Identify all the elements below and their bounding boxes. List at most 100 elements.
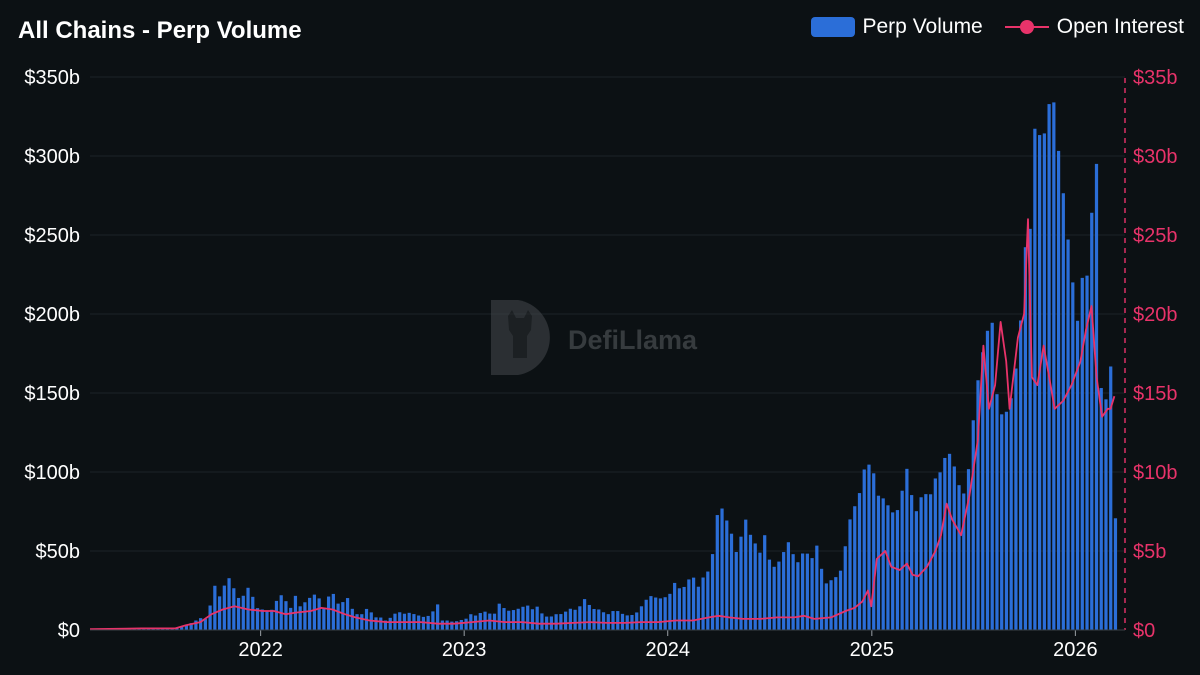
perp-volume-bar xyxy=(564,611,568,630)
left-tick-label: $300b xyxy=(24,146,80,168)
perp-volume-bar xyxy=(601,612,606,630)
perp-volume-bar xyxy=(568,608,572,630)
perp-volume-bar xyxy=(383,620,388,630)
perp-volume-bar xyxy=(810,558,814,630)
perp-volume-bar xyxy=(592,608,596,630)
perp-volume-bar xyxy=(289,607,293,630)
perp-volume-bar xyxy=(815,545,819,630)
perp-volume-bar xyxy=(938,472,942,630)
perp-volume-bar xyxy=(857,493,862,630)
perp-volume-bar xyxy=(933,478,937,630)
right-tick-label: $5b xyxy=(1133,541,1166,563)
perp-volume-bar xyxy=(331,593,335,630)
perp-volume-bar xyxy=(682,586,686,630)
perp-volume-bar xyxy=(801,553,805,630)
perp-volume-bar xyxy=(928,494,933,630)
legend-item-perp-volume[interactable]: Perp Volume xyxy=(810,15,983,39)
legend-swatch-bar xyxy=(810,17,855,37)
perp-volume-bar xyxy=(677,588,681,630)
perp-volume-bar xyxy=(1109,366,1113,630)
perp-volume-bar xyxy=(540,613,544,630)
perp-volume-bar xyxy=(744,519,748,630)
perp-volume-bar xyxy=(914,511,918,630)
perp-volume-bar xyxy=(156,628,160,630)
perp-volume-bar xyxy=(1099,388,1103,630)
perp-volume-bar xyxy=(270,609,274,630)
perp-volume-bar xyxy=(701,577,705,630)
perp-volume-bar xyxy=(350,608,354,630)
x-tick-label: 2026 xyxy=(1053,639,1098,661)
perp-volume-bar xyxy=(450,621,454,630)
perp-volume-bar xyxy=(459,619,463,630)
perp-volume-bar xyxy=(620,613,625,630)
perp-volume-bar xyxy=(1000,414,1004,630)
right-tick-label: $20b xyxy=(1133,304,1178,326)
watermark: DefiLlama xyxy=(491,300,698,375)
perp-volume-bar xyxy=(763,535,767,630)
perp-volume-bar xyxy=(559,614,563,630)
perp-volume-bar xyxy=(985,330,990,630)
perp-volume-bar xyxy=(507,610,511,630)
perp-volume-bar xyxy=(454,621,459,630)
perp-volume-bar xyxy=(1028,228,1032,630)
perp-volume-bar xyxy=(654,597,658,630)
perp-volume-bar xyxy=(1080,277,1084,630)
perp-volume-bar xyxy=(336,603,340,630)
perp-volume-bar xyxy=(1052,102,1056,630)
x-tick-label: 2022 xyxy=(238,639,283,661)
perp-volume-bar xyxy=(260,609,264,630)
perp-volume-bar xyxy=(516,608,520,630)
perp-volume-bar xyxy=(981,352,985,630)
perp-volume-bar xyxy=(616,611,620,630)
legend-item-open-interest[interactable]: Open Interest xyxy=(1004,15,1184,39)
left-axis-ticks: $0 $50b $100b $150b $200b $250b $300b $350b xyxy=(24,67,80,642)
chart-title: All Chains - Perp Volume xyxy=(18,17,302,44)
right-axis-ticks: $0 $5b $10b $15b $20b $25b $30b $35b xyxy=(1133,67,1178,642)
perp-volume-bar xyxy=(521,606,525,630)
perp-volume-bar xyxy=(1066,239,1070,630)
perp-volume-bar xyxy=(298,606,302,630)
perp-volume-bar xyxy=(180,626,184,630)
perp-volume-bar xyxy=(312,594,317,630)
legend: Perp Volume Open Interest xyxy=(810,15,1184,39)
perp-volume-bar xyxy=(317,598,321,630)
perp-volume-bar xyxy=(739,536,743,630)
perp-volume-bar xyxy=(829,580,833,630)
perp-volume-bar xyxy=(957,485,961,630)
perp-volume-bar xyxy=(649,596,653,630)
right-tick-label: $35b xyxy=(1133,67,1178,89)
perp-volume-bar xyxy=(578,606,582,630)
perp-volume-bar xyxy=(725,520,729,630)
perp-volume-bar xyxy=(161,628,165,630)
perp-volume-bar xyxy=(265,610,269,630)
perp-volume-bar xyxy=(891,512,895,630)
right-tick-label: $30b xyxy=(1133,146,1178,168)
perp-volume-bar xyxy=(947,453,952,630)
perp-volume-bar xyxy=(464,618,468,630)
perp-volume-bar xyxy=(995,394,999,630)
perp-volume-bar xyxy=(786,542,791,630)
perp-volume-bar xyxy=(848,519,852,630)
perp-volume-bar xyxy=(217,596,222,630)
perp-volume-bar xyxy=(710,554,715,630)
right-tick-label: $0 xyxy=(1133,620,1155,642)
perp-volume-bar xyxy=(753,543,757,630)
perp-volume-bar xyxy=(720,508,724,630)
perp-volume-bar xyxy=(644,599,648,630)
perp-volume-bar xyxy=(905,468,909,630)
left-tick-label: $350b xyxy=(24,67,80,89)
perp-volume-bar xyxy=(137,628,141,630)
perp-volume-bar xyxy=(341,602,345,630)
perp-volume-bar xyxy=(189,623,193,630)
perp-volume-bar xyxy=(796,562,800,630)
perp-volume-bar xyxy=(1075,320,1080,630)
perp-volume-bar xyxy=(440,620,444,630)
perp-volume-bar xyxy=(976,380,980,630)
perp-volume-bar xyxy=(1042,133,1046,630)
perp-volume-bar xyxy=(876,495,881,630)
x-tick-label: 2025 xyxy=(850,639,895,661)
legend-label-perp-volume: Perp Volume xyxy=(862,15,983,38)
perp-volume-bar xyxy=(767,559,772,630)
perp-volume-bar xyxy=(715,515,719,630)
